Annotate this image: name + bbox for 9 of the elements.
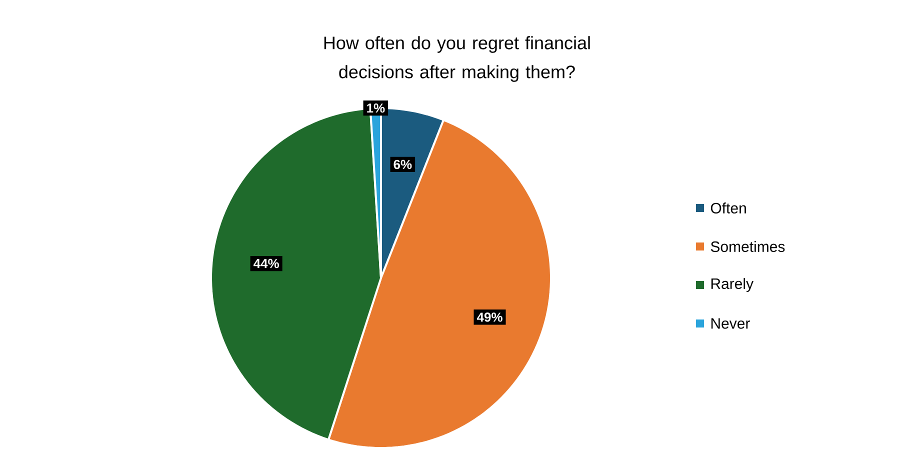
legend-label: Never bbox=[711, 318, 750, 329]
data-label: 6% bbox=[394, 160, 412, 170]
legend-label: Sometimes bbox=[710, 240, 785, 252]
chart-title: How often do you regret financial decisions after making them? bbox=[324, 36, 590, 82]
legend-label: Rarely bbox=[711, 278, 754, 292]
data-label: 1% bbox=[367, 104, 385, 113]
data-label: 44% bbox=[254, 258, 279, 268]
data-label: 49% bbox=[476, 312, 502, 322]
legend-label: Often bbox=[710, 202, 746, 214]
